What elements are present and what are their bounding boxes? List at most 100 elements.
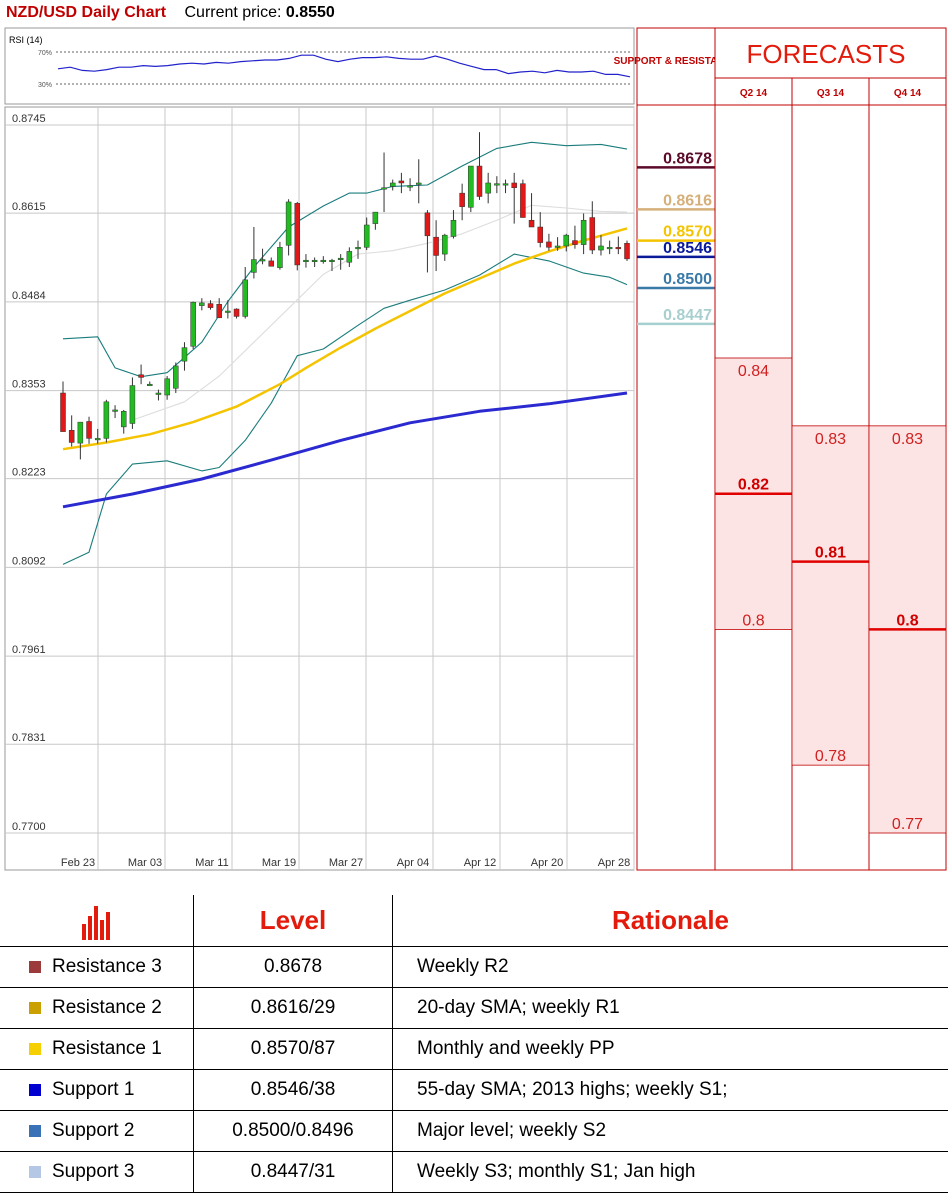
x-tick-label: Mar 03 <box>128 857 162 869</box>
candle-body <box>251 259 257 273</box>
candle-body <box>320 259 327 262</box>
candle-body <box>68 430 75 443</box>
forecast-low-label: 0.77 <box>892 816 923 833</box>
sr-level-label: 0.8447 <box>663 307 712 324</box>
candle-body <box>337 257 344 260</box>
rsi-frame <box>4 27 635 105</box>
candle-body <box>233 308 240 317</box>
candle-body <box>589 217 596 251</box>
y-tick-label: 0.7700 <box>12 821 46 833</box>
row-name-cell: Resistance 2 <box>0 987 194 1029</box>
candle-body <box>494 183 500 186</box>
candle-body <box>294 203 301 266</box>
x-tick-label: Apr 20 <box>531 857 563 869</box>
forecast-high-label: 0.84 <box>738 363 769 380</box>
x-tick-label: Apr 28 <box>598 857 630 869</box>
sr-level-label: 0.8678 <box>663 150 712 167</box>
row-name: Support 2 <box>52 1119 135 1141</box>
candle-body <box>554 245 561 248</box>
sr-level-label: 0.8546 <box>663 240 712 257</box>
row-level: 0.8500/0.8496 <box>193 1110 393 1152</box>
candle-body <box>207 303 214 308</box>
candlesticks <box>60 132 630 460</box>
forecast-range-box <box>791 425 870 766</box>
series-sma200 <box>62 391 628 509</box>
row-rationale: Monthly and weekly PP <box>392 1028 948 1070</box>
levels-table: Level Rationale Resistance 3 0.8678 Week… <box>0 895 948 1193</box>
candle-body <box>112 409 118 412</box>
rsi-line <box>57 54 631 78</box>
rsi-panel: RSI (14) 70% 30% <box>4 27 635 105</box>
candle-body <box>190 301 196 347</box>
y-tick-label: 0.8484 <box>12 290 46 302</box>
row-level: 0.8570/87 <box>193 1028 393 1070</box>
candle-body <box>381 187 387 190</box>
row-name-cell: Support 2 <box>0 1110 194 1152</box>
price-chart: 0.8745 0.8615 0.8484 0.8353 0.8223 0.8092 0.79… <box>4 106 635 871</box>
forecast-low-label: 0.8 <box>742 612 764 629</box>
row-name: Resistance 1 <box>52 1037 162 1059</box>
candle-body <box>511 182 517 188</box>
sr-level-label: 0.8616 <box>663 192 712 209</box>
current-price-value: 0.8550 <box>285 4 335 21</box>
candle-body <box>476 165 483 197</box>
forecast-median-label: 0.81 <box>815 545 846 562</box>
series-bb_mid <box>132 204 628 421</box>
color-swatch <box>29 960 41 973</box>
rsi-label: RSI (14) <box>9 35 43 45</box>
row-level: 0.8546/38 <box>193 1069 393 1111</box>
y-tick-label: 0.7831 <box>12 732 46 744</box>
series-sma55 <box>62 227 628 451</box>
candle-body <box>268 260 274 267</box>
header-rationale: Rationale <box>392 895 948 947</box>
candle-body <box>363 224 370 248</box>
candle-body <box>424 212 431 237</box>
current-price-label: Current price: <box>184 4 282 21</box>
candle-body <box>94 438 101 441</box>
candle-body <box>520 183 526 218</box>
candle-body <box>103 401 110 439</box>
sr-title-line1: SUPPORT & RESISTANCE <box>614 56 739 67</box>
candle-body <box>407 185 413 188</box>
color-swatch <box>29 1124 41 1137</box>
y-tick-label: 0.8092 <box>12 555 46 567</box>
candle-body <box>329 259 335 262</box>
candle-body <box>277 247 283 268</box>
candle-body <box>285 201 292 246</box>
candle-body <box>398 180 405 184</box>
color-swatch <box>29 1042 41 1055</box>
candle-body <box>303 259 309 262</box>
candle-body <box>450 219 457 237</box>
color-swatch <box>29 1165 41 1178</box>
candle-body <box>242 279 248 317</box>
chart-title: NZD/USD Daily Chart <box>6 4 167 21</box>
row-name: Support 3 <box>52 1160 135 1182</box>
candle-body <box>173 365 179 389</box>
y-axis-ticks: 0.8745 0.8615 0.8484 0.8353 0.8223 0.8092 0.79… <box>12 113 46 833</box>
levels-table-header: Level Rationale <box>0 895 948 947</box>
sr-title-text: SUPPORT & RESISTANCE <box>614 56 739 67</box>
row-name: Support 1 <box>52 1078 135 1100</box>
candle-body <box>164 378 170 396</box>
candle-body <box>355 247 361 250</box>
candle-body <box>624 243 630 260</box>
forecast-median-label: 0.8 <box>896 612 918 629</box>
candle-body <box>442 234 448 255</box>
candle-body <box>485 182 491 194</box>
row-name-cell: Support 3 <box>0 1151 194 1193</box>
x-axis-ticks: Feb 23 Mar 03 Mar 11 Mar 19 Mar 27 Apr 04 Apr … <box>61 857 630 869</box>
table-row: Resistance 1 0.8570/87 Monthly and weekl… <box>0 1028 948 1070</box>
candle-body <box>372 211 379 224</box>
x-tick-label: Mar 27 <box>329 857 363 869</box>
candle-body <box>225 310 231 313</box>
candle-body <box>528 219 535 228</box>
candle-body <box>311 259 318 262</box>
forecast-quarter-label: Q4 14 <box>894 88 922 99</box>
x-tick-label: Feb 23 <box>61 857 95 869</box>
candle-body <box>216 304 222 319</box>
forecast-high-label: 0.83 <box>892 431 923 448</box>
sr-level-label: 0.8500 <box>663 271 712 288</box>
price-chart-frame <box>4 106 635 871</box>
row-name: Resistance 3 <box>52 955 162 977</box>
